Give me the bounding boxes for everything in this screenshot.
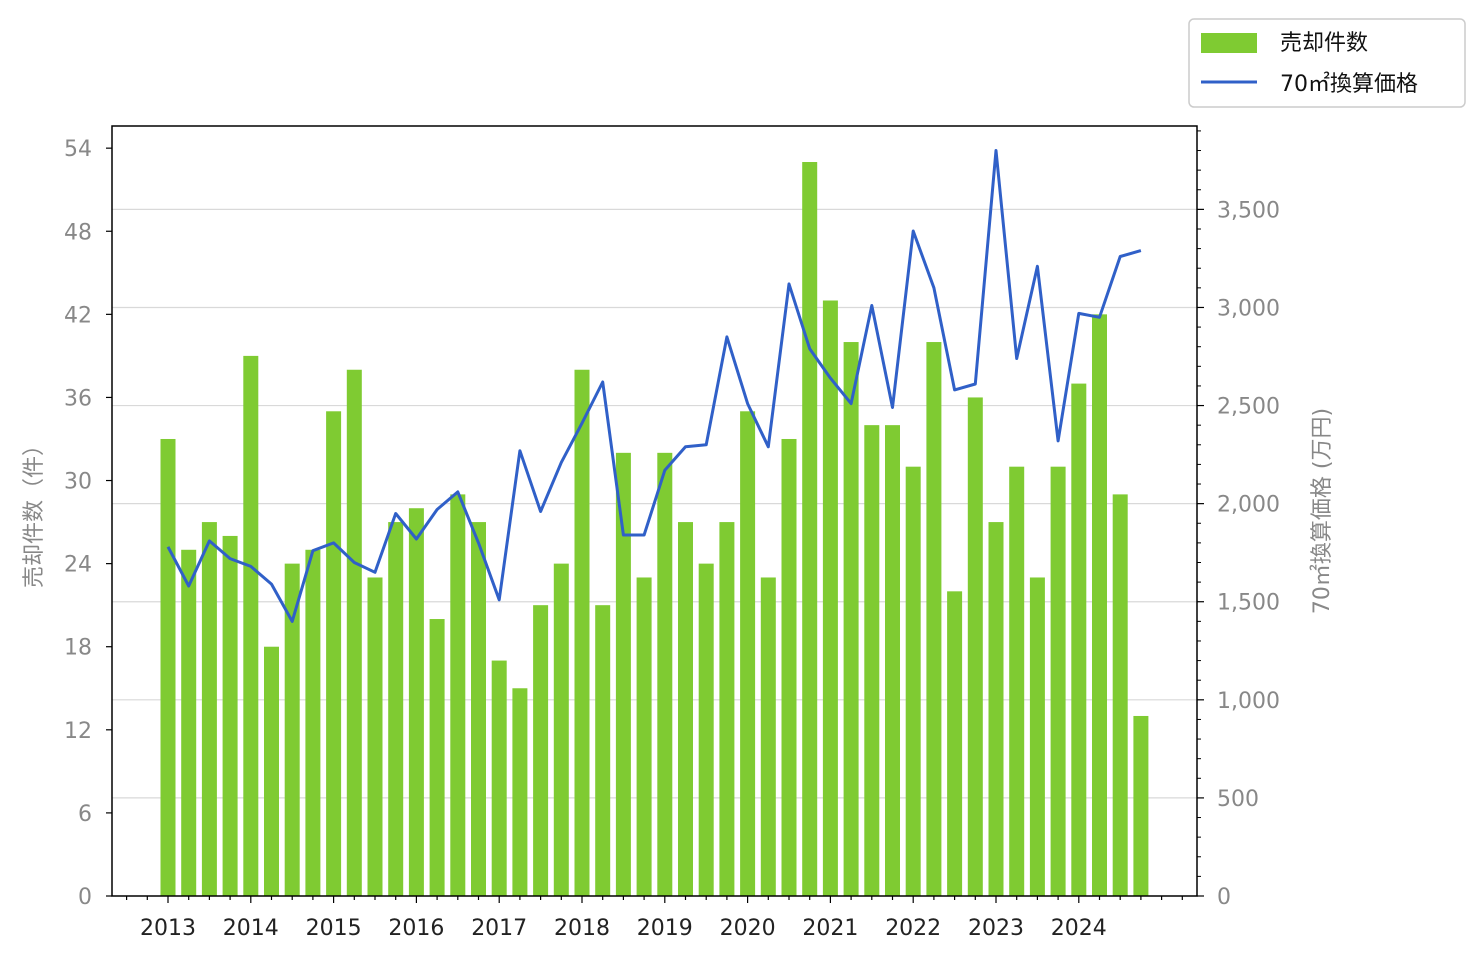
left-tick-label: 0	[78, 885, 92, 910]
bar	[429, 619, 445, 896]
bar	[657, 452, 673, 896]
left-tick-label: 18	[64, 636, 92, 661]
right-tick-label: 500	[1217, 787, 1259, 812]
bar	[967, 397, 983, 896]
bar	[698, 563, 714, 896]
left-tick-label: 6	[78, 802, 92, 827]
bar	[947, 591, 963, 896]
bar	[905, 466, 921, 896]
left-tick-label: 12	[64, 719, 92, 744]
x-tick-label: 2017	[471, 916, 527, 941]
x-tick-label: 2019	[637, 916, 693, 941]
bar	[595, 605, 611, 896]
bar	[615, 452, 631, 896]
bar	[843, 342, 859, 896]
left-tick-label: 36	[64, 386, 92, 411]
right-tick-label: 2,500	[1217, 395, 1280, 420]
bar	[760, 577, 776, 896]
price-line	[166, 149, 1142, 623]
x-tick-label: 2023	[968, 916, 1024, 941]
bar	[926, 342, 942, 896]
bar	[243, 355, 259, 896]
bar	[305, 549, 321, 896]
bar	[201, 522, 217, 896]
bar	[533, 605, 549, 896]
plot-frame	[111, 125, 1198, 897]
bar	[450, 494, 466, 896]
right-tick-label: 1,500	[1217, 591, 1280, 616]
x-tick-label: 2021	[802, 916, 858, 941]
bar	[388, 522, 404, 896]
bar	[988, 522, 1004, 896]
bar	[864, 425, 880, 896]
x-tick-label: 2014	[223, 916, 279, 941]
legend-bar-label: 売却件数	[1280, 31, 1368, 56]
bar	[326, 411, 342, 896]
left-axis-label: 売却件数（件）	[22, 434, 47, 588]
left-tick-label: 24	[64, 553, 92, 578]
bar	[1029, 577, 1045, 896]
x-tick-label: 2016	[388, 916, 444, 941]
right-tick-label: 3,500	[1217, 198, 1280, 223]
bar	[408, 508, 424, 896]
right-tick-label: 0	[1217, 885, 1231, 910]
right-tick-label: 3,000	[1217, 296, 1280, 321]
bar	[264, 646, 279, 896]
bar	[885, 425, 900, 896]
bar	[491, 660, 507, 896]
legend-bar-swatch	[1201, 33, 1257, 53]
bar	[678, 522, 693, 896]
right-tick-label: 1,000	[1217, 689, 1280, 714]
x-tick-label: 2013	[140, 916, 196, 941]
right-axis: 0 500 1,000 1,500 2,000 2,500 3,000 3,500	[1197, 130, 1280, 910]
x-tick-label: 2020	[720, 916, 776, 941]
bar	[1133, 715, 1149, 896]
bar	[346, 369, 362, 897]
bar-series	[160, 162, 1149, 897]
left-tick-label: 54	[64, 137, 92, 162]
bar	[719, 522, 735, 896]
bar	[222, 535, 238, 896]
bar	[574, 369, 590, 897]
x-tick-label: 2015	[306, 916, 362, 941]
bar	[367, 577, 383, 896]
left-tick-label: 30	[64, 470, 92, 495]
bar	[1050, 466, 1066, 896]
bar	[740, 411, 756, 896]
bar	[802, 162, 818, 896]
x-axis: 2013 2014 2015 2016 2017 2018 2019 2020 2021 2022…	[125, 896, 1183, 941]
bar	[1009, 466, 1025, 896]
bar	[1112, 494, 1128, 896]
left-tick-label: 42	[64, 303, 92, 328]
bar	[636, 577, 652, 896]
bar	[181, 549, 197, 896]
bar	[1092, 314, 1107, 896]
x-tick-label: 2022	[885, 916, 941, 941]
bar	[781, 438, 797, 896]
bar	[471, 522, 486, 896]
bar	[1071, 383, 1087, 896]
legend: 売却件数 70㎡換算価格	[1188, 18, 1466, 108]
left-axis: 0 6 12 18 24 30 36 42 48 54	[64, 137, 112, 910]
legend-line-label: 70㎡換算価格	[1280, 71, 1418, 97]
right-axis-label: 70㎡換算価格 (万円)	[1309, 408, 1335, 614]
right-tick-label: 2,000	[1217, 493, 1280, 518]
x-tick-label: 2024	[1051, 916, 1107, 941]
line-series	[166, 149, 1142, 623]
x-tick-label: 2018	[554, 916, 610, 941]
bar	[553, 563, 569, 896]
bar	[822, 300, 838, 896]
bar	[284, 563, 300, 896]
bar	[512, 688, 528, 896]
legend-box	[1188, 18, 1466, 108]
bar	[160, 438, 176, 896]
left-tick-label: 48	[64, 220, 92, 245]
